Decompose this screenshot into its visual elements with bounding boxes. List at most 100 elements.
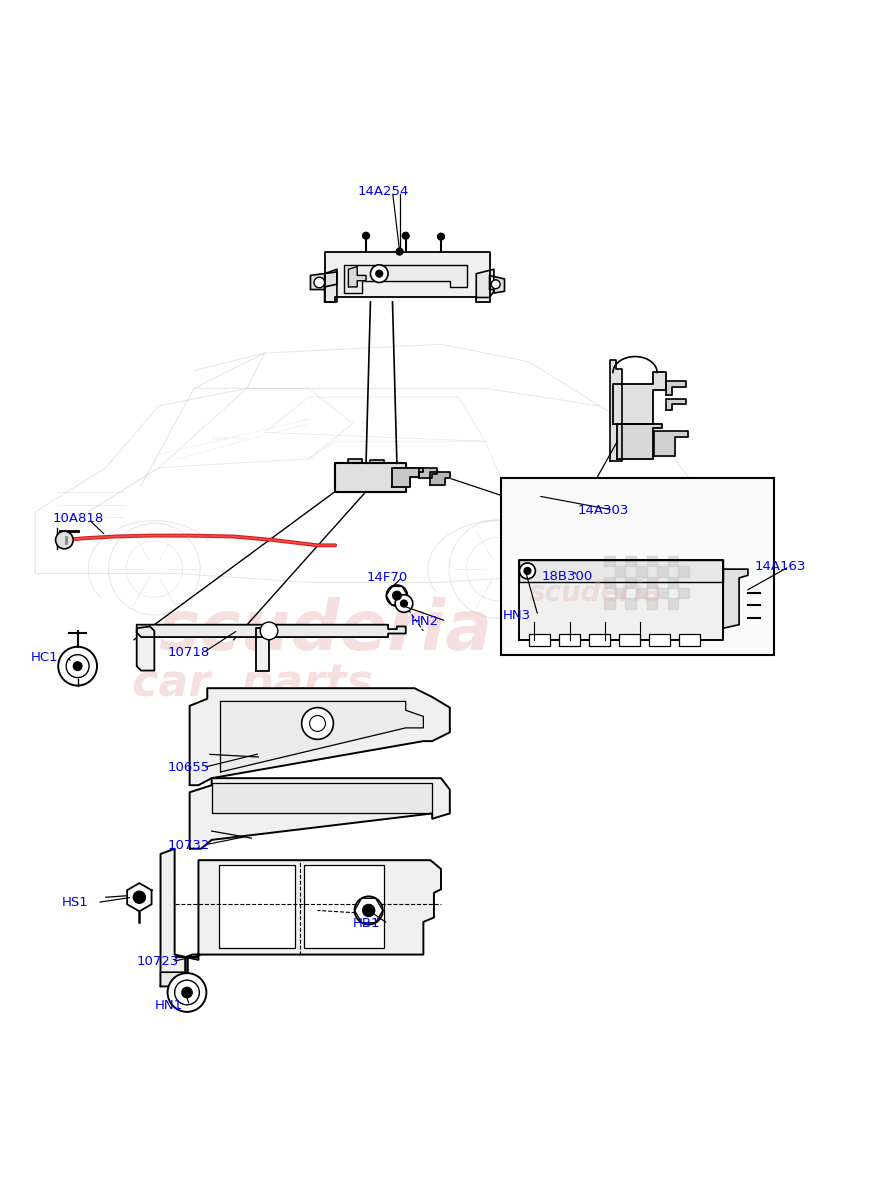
Text: 10723: 10723 [137,955,179,968]
Bar [636,566,647,577]
Circle shape [182,988,192,997]
Polygon shape [256,629,269,671]
Text: 14A303: 14A303 [578,504,629,516]
Circle shape [392,592,401,600]
Bar [501,479,774,655]
Circle shape [66,655,89,678]
Text: 10655: 10655 [168,761,210,774]
Bar [647,556,657,566]
Bar [619,634,640,646]
Bar [625,556,636,566]
Bar [615,588,625,599]
Polygon shape [348,458,362,463]
Bar [604,556,615,566]
Bar [679,634,700,646]
Text: car  parts: car parts [132,662,373,706]
Circle shape [175,980,199,1004]
Circle shape [133,892,146,904]
Polygon shape [219,864,295,948]
Circle shape [73,661,82,671]
Polygon shape [137,625,406,637]
Polygon shape [666,382,686,395]
Circle shape [395,595,413,612]
Polygon shape [310,272,337,289]
Polygon shape [666,398,686,410]
Polygon shape [212,784,432,814]
Bar [649,634,670,646]
Bar [678,588,689,599]
Polygon shape [610,360,622,461]
Text: 18B300: 18B300 [542,570,593,583]
Circle shape [310,715,325,732]
Bar [636,588,647,599]
Bar [657,588,668,599]
Bar [529,634,550,646]
Circle shape [400,600,407,607]
Polygon shape [220,702,423,772]
Text: 10A818: 10A818 [53,512,104,526]
Bar [625,577,636,588]
Circle shape [363,905,375,917]
Polygon shape [392,468,423,487]
Polygon shape [490,276,505,293]
Polygon shape [519,560,723,582]
Text: HN1: HN1 [154,1000,183,1013]
Text: scuderia: scuderia [159,598,493,665]
Bar [647,577,657,588]
Polygon shape [348,266,366,287]
Polygon shape [304,864,384,948]
Polygon shape [344,265,467,293]
Polygon shape [617,424,662,458]
Polygon shape [723,569,748,629]
Polygon shape [370,460,384,463]
Text: 10718: 10718 [168,647,210,660]
Polygon shape [127,883,152,911]
Bar [657,566,668,577]
Text: HS1: HS1 [62,896,88,910]
Polygon shape [476,269,494,298]
Bar [668,599,678,608]
Text: 14A254: 14A254 [357,185,408,198]
Bar [668,556,678,566]
Text: HN3: HN3 [503,610,531,623]
Bar [604,599,615,608]
Text: 14F70: 14F70 [367,570,408,583]
Polygon shape [190,778,450,848]
Circle shape [396,248,403,256]
Polygon shape [335,463,406,492]
Polygon shape [654,431,688,456]
Text: HN2: HN2 [411,614,439,628]
Text: Range Rover: Range Rover [212,436,247,442]
Circle shape [524,568,531,575]
Text: HB1: HB1 [353,917,380,930]
Text: 10732: 10732 [168,839,210,852]
Bar [625,599,636,608]
Bar [559,634,580,646]
Circle shape [386,586,407,606]
Polygon shape [137,626,154,671]
Circle shape [314,277,325,288]
Polygon shape [430,472,450,485]
Circle shape [363,233,370,239]
Bar [604,577,615,588]
Circle shape [355,896,383,924]
Bar [678,566,689,577]
Polygon shape [419,468,437,479]
Circle shape [260,622,278,640]
Polygon shape [190,688,450,785]
Polygon shape [519,560,723,640]
Bar [615,566,625,577]
Text: scuderia: scuderia [529,578,662,607]
Text: 14A163: 14A163 [754,560,805,572]
Polygon shape [325,252,490,302]
Polygon shape [613,372,666,424]
Circle shape [376,270,383,277]
Polygon shape [161,848,441,986]
Bar [647,599,657,608]
Circle shape [437,233,445,240]
Bar [668,577,678,588]
Circle shape [519,563,535,578]
Circle shape [402,233,409,239]
Circle shape [168,973,206,1012]
Circle shape [370,265,388,282]
